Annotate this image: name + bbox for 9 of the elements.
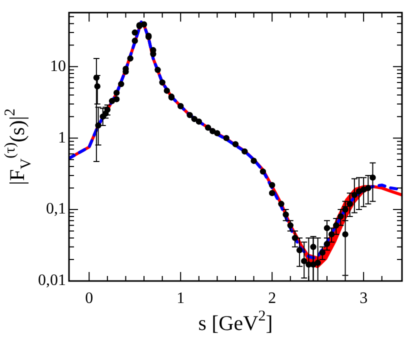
y-tick-label: 1 <box>58 129 66 146</box>
x-tick-label: 3 <box>360 290 368 307</box>
y-tick-label: 0,1 <box>46 200 66 218</box>
x-tick-label: 2 <box>268 290 276 307</box>
y-tick-label: 10 <box>50 58 66 75</box>
y-axis-title: |FV(τ)(s)|2 <box>2 108 34 186</box>
x-tick-label: 0 <box>85 290 94 307</box>
x-tick-label: 1 <box>176 290 185 307</box>
y-tick-label: 0,01 <box>38 272 66 290</box>
